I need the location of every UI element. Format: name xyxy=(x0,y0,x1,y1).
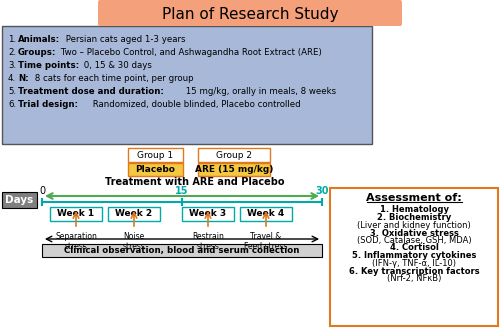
Text: Groups:: Groups: xyxy=(18,48,57,57)
FancyBboxPatch shape xyxy=(330,188,498,326)
Text: Treatment with ARE and Placebo: Treatment with ARE and Placebo xyxy=(105,177,285,187)
Text: 6.: 6. xyxy=(8,100,16,109)
Text: 4. Cortisol: 4. Cortisol xyxy=(390,243,438,252)
Text: Animals:: Animals: xyxy=(18,35,60,44)
Text: 8 cats for each time point, per group: 8 cats for each time point, per group xyxy=(32,74,194,83)
Text: Days: Days xyxy=(6,195,34,205)
Text: ARE (15 mg/kg): ARE (15 mg/kg) xyxy=(195,165,273,174)
Text: Two – Placebo Control, and Ashwagandha Root Extract (ARE): Two – Placebo Control, and Ashwagandha R… xyxy=(58,48,322,57)
Text: Assessment of:: Assessment of: xyxy=(366,193,462,203)
Text: Week 2: Week 2 xyxy=(116,210,152,218)
Text: Travel &
Feed stress: Travel & Feed stress xyxy=(244,232,288,251)
Text: 30: 30 xyxy=(316,186,329,196)
Text: Group 1: Group 1 xyxy=(138,150,173,160)
Text: Separation
stress: Separation stress xyxy=(55,232,97,251)
FancyBboxPatch shape xyxy=(240,207,292,221)
Text: Group 2: Group 2 xyxy=(216,150,252,160)
Text: 1.: 1. xyxy=(8,35,16,44)
Text: 1. Hematology: 1. Hematology xyxy=(380,206,448,215)
Text: Restrain
stress: Restrain stress xyxy=(192,232,224,251)
Text: N:: N: xyxy=(18,74,28,83)
Text: Treatment dose and duration:: Treatment dose and duration: xyxy=(18,87,164,96)
Text: (Nrf-2, NFκB): (Nrf-2, NFκB) xyxy=(387,274,441,284)
FancyBboxPatch shape xyxy=(108,207,160,221)
Text: Week 3: Week 3 xyxy=(190,210,226,218)
Text: Persian cats aged 1-3 years: Persian cats aged 1-3 years xyxy=(63,35,186,44)
Text: 15 mg/kg, orally in meals, 8 weeks: 15 mg/kg, orally in meals, 8 weeks xyxy=(183,87,336,96)
Text: Placebo: Placebo xyxy=(136,165,175,174)
FancyBboxPatch shape xyxy=(128,163,183,176)
FancyBboxPatch shape xyxy=(2,192,37,208)
Text: 2. Biochemistry: 2. Biochemistry xyxy=(377,214,451,222)
Text: Week 4: Week 4 xyxy=(248,210,284,218)
FancyBboxPatch shape xyxy=(198,163,270,176)
Text: 5. Inflammatory cytokines: 5. Inflammatory cytokines xyxy=(352,251,476,261)
Text: Week 1: Week 1 xyxy=(58,210,94,218)
FancyBboxPatch shape xyxy=(182,207,234,221)
FancyBboxPatch shape xyxy=(128,148,183,162)
FancyBboxPatch shape xyxy=(42,244,322,257)
Text: 0: 0 xyxy=(39,186,45,196)
Text: Trial design:: Trial design: xyxy=(18,100,78,109)
Text: 4.: 4. xyxy=(8,74,16,83)
Text: (SOD, Catalase, GSH, MDA): (SOD, Catalase, GSH, MDA) xyxy=(356,236,472,244)
Text: 6. Key transcription factors: 6. Key transcription factors xyxy=(348,266,480,275)
Text: 0, 15 & 30 days: 0, 15 & 30 days xyxy=(81,61,152,70)
Text: Clinical observation, blood and serum collection: Clinical observation, blood and serum co… xyxy=(64,246,300,255)
FancyBboxPatch shape xyxy=(198,148,270,162)
Text: Noise
stress: Noise stress xyxy=(122,232,146,251)
FancyBboxPatch shape xyxy=(2,26,372,144)
Text: Randomized, double blinded, Placebo controlled: Randomized, double blinded, Placebo cont… xyxy=(90,100,300,109)
Text: 3. Oxidative stress: 3. Oxidative stress xyxy=(370,229,458,238)
Text: (IFN-γ, TNF-α, IL-10): (IFN-γ, TNF-α, IL-10) xyxy=(372,259,456,267)
Text: 5.: 5. xyxy=(8,87,16,96)
FancyBboxPatch shape xyxy=(50,207,102,221)
Text: 2.: 2. xyxy=(8,48,16,57)
Text: Plan of Research Study: Plan of Research Study xyxy=(162,7,338,21)
Text: 3.: 3. xyxy=(8,61,16,70)
Text: 15: 15 xyxy=(176,186,189,196)
FancyBboxPatch shape xyxy=(98,0,402,26)
Text: (Liver and kidney function): (Liver and kidney function) xyxy=(357,220,471,230)
Text: Time points:: Time points: xyxy=(18,61,79,70)
